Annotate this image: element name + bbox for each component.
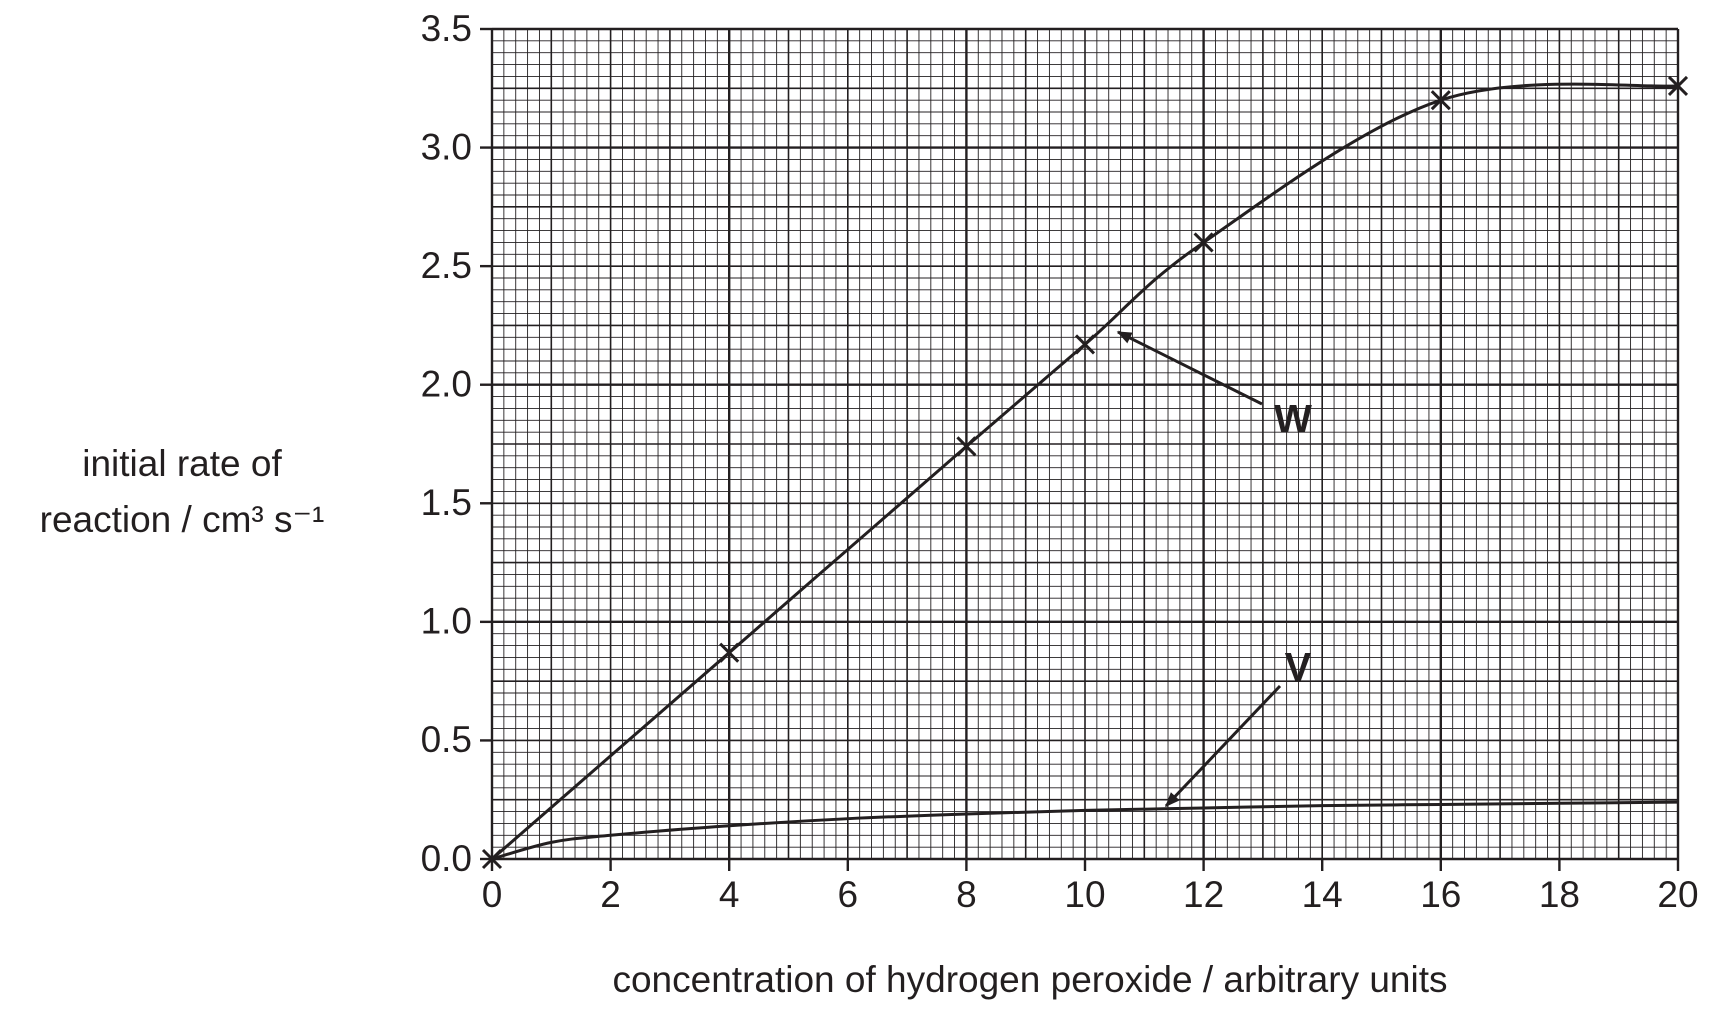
y-tick-label: 3.0 — [421, 126, 472, 167]
y-tick-label: 1.5 — [421, 482, 472, 523]
x-tick-label: 6 — [838, 874, 859, 915]
y-tick-label: 3.5 — [421, 8, 472, 49]
series-line — [491, 800, 1679, 861]
grid — [490, 27, 1680, 861]
annotation-arrow — [1164, 684, 1282, 808]
y-tick-label: 2.0 — [421, 363, 472, 404]
x-tick-label: 12 — [1183, 874, 1224, 915]
point-marker — [719, 642, 740, 663]
series-label: W — [1274, 398, 1312, 442]
x-tick-label: 18 — [1539, 874, 1580, 915]
point-marker — [1074, 334, 1096, 355]
x-tick-label: 20 — [1657, 874, 1698, 915]
y-axis-label: reaction / cm³ s⁻¹ — [40, 499, 325, 540]
x-tick-label: 4 — [719, 874, 740, 915]
y-tick-label: 2.5 — [421, 245, 472, 286]
annotation-arrow — [1116, 330, 1263, 406]
y-tick-label: 0.5 — [421, 719, 472, 760]
x-axis-label: concentration of hydrogen peroxide / arb… — [612, 959, 1447, 1000]
x-tick-label: 16 — [1420, 874, 1461, 915]
x-tick-label: 14 — [1302, 874, 1343, 915]
y-tick-label: 1.0 — [421, 601, 472, 642]
series-label: V — [1285, 646, 1312, 690]
point-marker — [1430, 90, 1451, 111]
y-axis-label: initial rate of — [82, 443, 282, 484]
x-tick-label: 2 — [600, 874, 621, 915]
point-marker — [1193, 232, 1214, 253]
point-marker — [956, 436, 977, 457]
point-marker — [1667, 75, 1689, 96]
y-tick-label: 0.0 — [421, 838, 472, 879]
x-tick-label: 0 — [482, 874, 503, 915]
plot-area — [481, 75, 1689, 870]
x-tick-label: 10 — [1064, 874, 1105, 915]
x-tick-label: 8 — [956, 874, 977, 915]
